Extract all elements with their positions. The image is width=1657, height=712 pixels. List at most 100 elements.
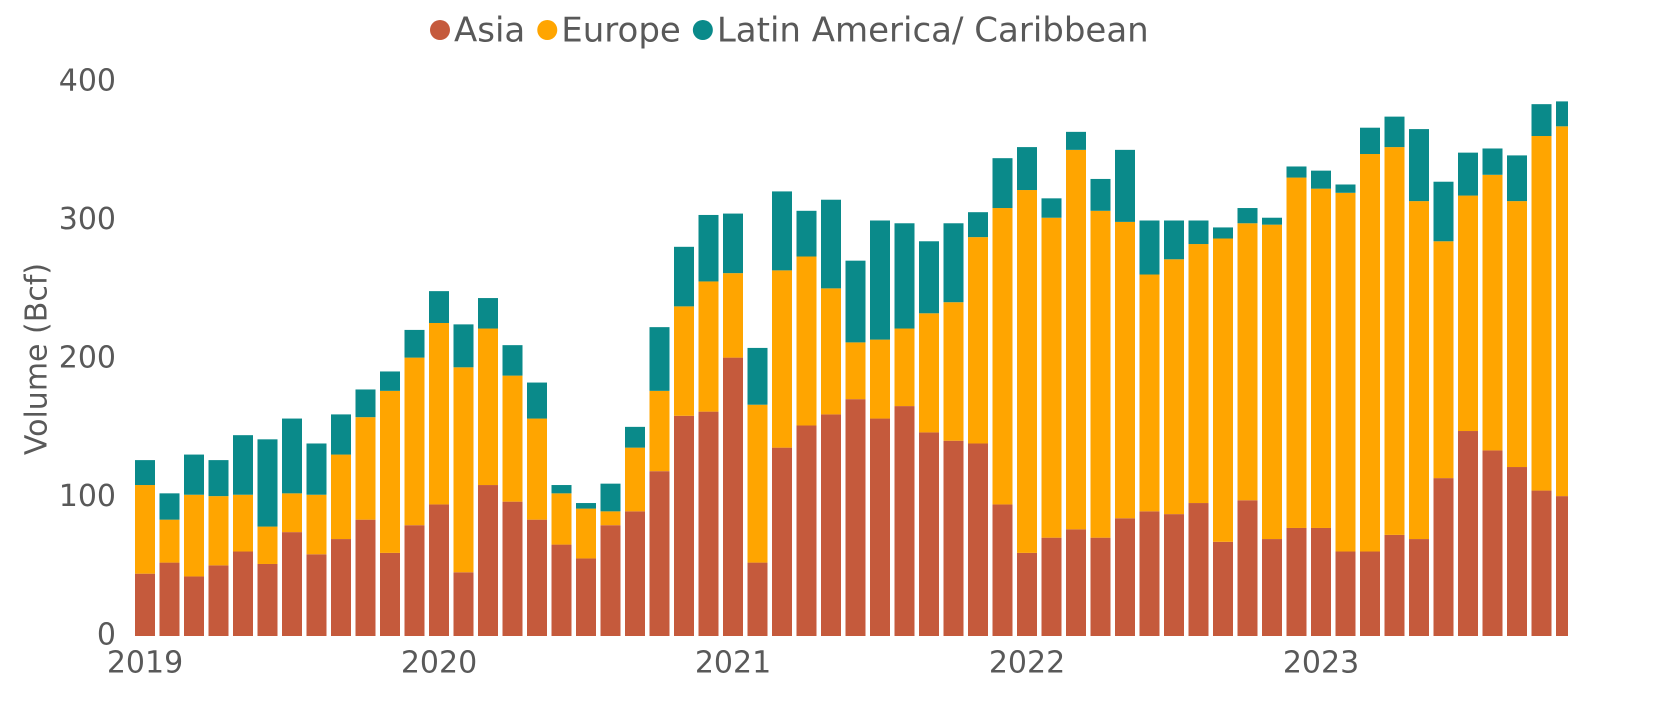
bar-segment [796, 256, 817, 426]
bar-segment [845, 260, 866, 343]
bar-segment [478, 485, 498, 636]
bar-segment [1237, 208, 1258, 224]
bar-segment [1360, 154, 1380, 552]
bar-segment [821, 414, 841, 636]
bar-segment [257, 563, 278, 636]
legend-label: Latin America/ Caribbean [717, 11, 1149, 51]
bar-segment [404, 357, 425, 526]
bar-segment [1311, 170, 1331, 189]
bar-segment [551, 544, 572, 636]
y-tick-label: 0 [97, 618, 116, 653]
bar-segment [649, 390, 670, 472]
bar-segment [747, 562, 768, 636]
bar-segment [1384, 534, 1405, 636]
legend-marker [430, 20, 450, 40]
bar-segment [502, 501, 523, 636]
bar-segment [1213, 238, 1233, 542]
bar-segment [1360, 551, 1380, 636]
bar-segment [331, 454, 351, 540]
bar-segment [1384, 147, 1405, 535]
bar-segment [1237, 223, 1258, 501]
bar-segment [208, 460, 229, 497]
bar-segment [453, 572, 474, 636]
bar-segment [1090, 210, 1111, 538]
bar-segment [625, 447, 645, 512]
legend-label: Asia [454, 11, 525, 51]
bar-segment [453, 324, 474, 368]
bar-segment [404, 525, 425, 636]
bar-segment [1311, 527, 1331, 636]
bar-segment [1556, 101, 1568, 127]
bar-segment [1041, 198, 1062, 218]
bar-segment [1409, 129, 1429, 202]
bar-segment [723, 273, 743, 358]
bar-segment [1384, 116, 1405, 148]
bar-segment [233, 551, 253, 636]
y-tick-label: 300 [59, 202, 116, 237]
bar-segment [1164, 514, 1184, 636]
bar-segment [1164, 220, 1184, 260]
bar-segment [625, 511, 645, 636]
bar-segment [674, 306, 694, 416]
bar-segment [625, 426, 645, 448]
bar-segment [968, 443, 988, 636]
bar-segment [1090, 178, 1111, 211]
bar-segment [208, 496, 229, 566]
bar-segment [1458, 152, 1478, 196]
bar-segment [282, 418, 302, 494]
bar-segment [919, 241, 939, 314]
bar-segment [1458, 195, 1478, 432]
bar-segment [135, 485, 155, 574]
bar-segment [992, 504, 1013, 636]
bar-segment [772, 447, 792, 636]
bar-segment [1139, 511, 1160, 636]
bar-segment [1115, 149, 1135, 222]
bar-segment [1556, 496, 1568, 636]
bar-segment [429, 504, 449, 636]
y-tick-label: 400 [59, 64, 116, 99]
bar-segment [894, 328, 915, 407]
bar-segment [747, 404, 768, 563]
legend: Asia Europe Latin America/ Caribbean [430, 11, 1149, 51]
bar-segment [1433, 181, 1454, 242]
bar-segment [796, 425, 817, 636]
bar-segment [747, 347, 768, 405]
bar-segment [233, 494, 253, 552]
bar-segment [870, 418, 890, 636]
bar-segment [429, 322, 449, 505]
bar-segment [1115, 518, 1135, 636]
bar-segment [943, 223, 964, 303]
bar-segment [698, 214, 719, 282]
bar-segment [331, 414, 351, 455]
bar-segment [502, 345, 523, 376]
bar-segment [1213, 227, 1233, 239]
bar-segment [306, 554, 327, 636]
bar-segment [1115, 221, 1135, 519]
x-tick-label: 2020 [401, 646, 477, 681]
bar-segment [870, 220, 890, 340]
bar-segment [135, 460, 155, 486]
bar-segment [306, 494, 327, 555]
bar-segment [772, 270, 792, 448]
y-axis-label: Volume (Bcf) [20, 263, 55, 455]
bar-segment [1066, 149, 1086, 530]
bar-segment [674, 246, 694, 307]
bar-segment [551, 493, 572, 545]
bar-segment [380, 552, 400, 636]
bar-segment [649, 327, 670, 391]
bar-segment [698, 411, 719, 636]
bar-segment [894, 223, 915, 329]
bar-segment [992, 208, 1013, 505]
bar-segment [1507, 155, 1527, 202]
bar-segment [1041, 537, 1062, 636]
bar-segment [600, 511, 621, 526]
bar-segment [992, 158, 1013, 209]
bar-segment [845, 342, 866, 400]
bar-segment [1482, 148, 1503, 175]
bar-segment [1188, 503, 1209, 636]
bar-segment [821, 288, 841, 415]
bar-segment [306, 443, 327, 495]
bar-segment [1556, 126, 1568, 497]
bar-segment [943, 440, 964, 636]
bar-segment [1286, 177, 1307, 528]
